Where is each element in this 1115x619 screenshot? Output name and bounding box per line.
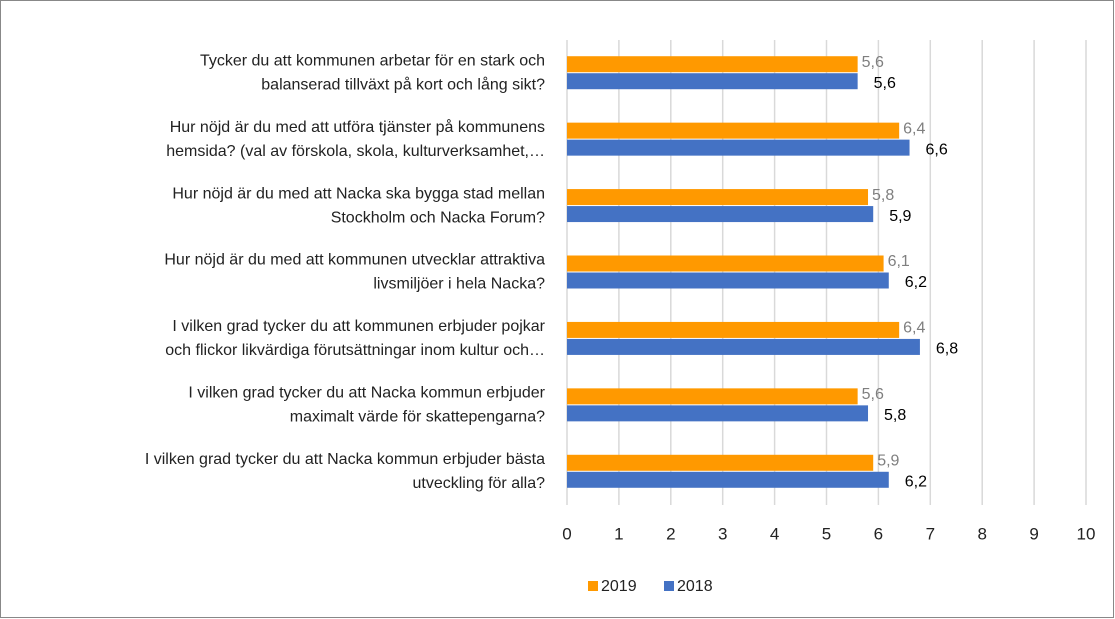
category-label: och flickor likvärdiga förutsättningar i… xyxy=(165,342,545,359)
bar xyxy=(567,321,900,338)
x-tick-label: 6 xyxy=(874,524,883,543)
category-label: Hur nöjd är du med att Nacka ska bygga s… xyxy=(172,185,545,202)
category-label: I vilken grad tycker du att Nacka kommun… xyxy=(188,385,545,402)
value-label: 5,6 xyxy=(862,386,884,403)
value-label: 6,6 xyxy=(926,141,948,158)
value-label: 5,9 xyxy=(877,453,899,470)
bar xyxy=(567,471,889,488)
legend-label: 2018 xyxy=(677,578,713,595)
bar xyxy=(567,405,869,422)
x-tick-label: 5 xyxy=(822,524,831,543)
bar xyxy=(567,122,900,139)
value-label: 5,6 xyxy=(862,54,884,71)
value-label: 6,4 xyxy=(903,120,925,137)
x-tick-label: 0 xyxy=(562,524,571,543)
value-label: 6,2 xyxy=(905,274,927,291)
x-tick-label: 3 xyxy=(718,524,727,543)
value-label: 5,6 xyxy=(874,75,896,92)
x-tick-label: 1 xyxy=(614,524,623,543)
value-label: 5,8 xyxy=(884,407,906,424)
category-label: I vilken grad tycker du att Nacka kommun… xyxy=(145,451,545,468)
x-tick-label: 7 xyxy=(926,524,935,543)
category-label: maximalt värde för skattepengarna? xyxy=(290,409,545,426)
category-label: Hur nöjd är du med att kommunen utveckla… xyxy=(164,252,545,269)
bar xyxy=(567,454,874,471)
bar xyxy=(567,139,910,156)
value-label: 6,1 xyxy=(888,253,910,270)
category-label: Hur nöjd är du med att utföra tjänster p… xyxy=(170,118,545,136)
x-tick-label: 2 xyxy=(666,524,675,543)
value-label: 5,9 xyxy=(889,208,911,225)
value-label: 6,2 xyxy=(905,474,927,491)
category-label: utveckling för alla? xyxy=(412,475,545,492)
bar xyxy=(567,272,889,289)
category-label: Tycker du att kommunen arbetar för en st… xyxy=(200,52,545,69)
bar xyxy=(567,189,869,206)
x-tick-label: 9 xyxy=(1029,524,1038,543)
bar xyxy=(567,388,858,405)
category-label: livsmiljöer i hela Nacka? xyxy=(373,276,545,293)
bar xyxy=(567,206,874,223)
x-tick-label: 10 xyxy=(1077,524,1096,543)
value-label: 5,8 xyxy=(872,187,894,204)
bar xyxy=(567,56,858,73)
x-tick-label: 4 xyxy=(770,524,779,543)
x-tick-label: 8 xyxy=(977,524,986,543)
bar xyxy=(567,338,920,355)
category-label: Stockholm och Nacka Forum? xyxy=(331,209,545,226)
category-label: hemsida? (val av förskola, skola, kultur… xyxy=(166,143,545,160)
bar xyxy=(567,255,884,272)
bar xyxy=(567,73,858,90)
category-label: I vilken grad tycker du att kommunen erb… xyxy=(172,318,545,335)
legend-swatch xyxy=(664,581,674,591)
value-label: 6,4 xyxy=(903,320,925,337)
value-label: 6,8 xyxy=(936,341,958,358)
category-label: balanserad tillväxt på kort och lång sik… xyxy=(261,75,545,93)
legend-label: 2019 xyxy=(601,578,637,595)
legend-swatch xyxy=(588,581,598,591)
